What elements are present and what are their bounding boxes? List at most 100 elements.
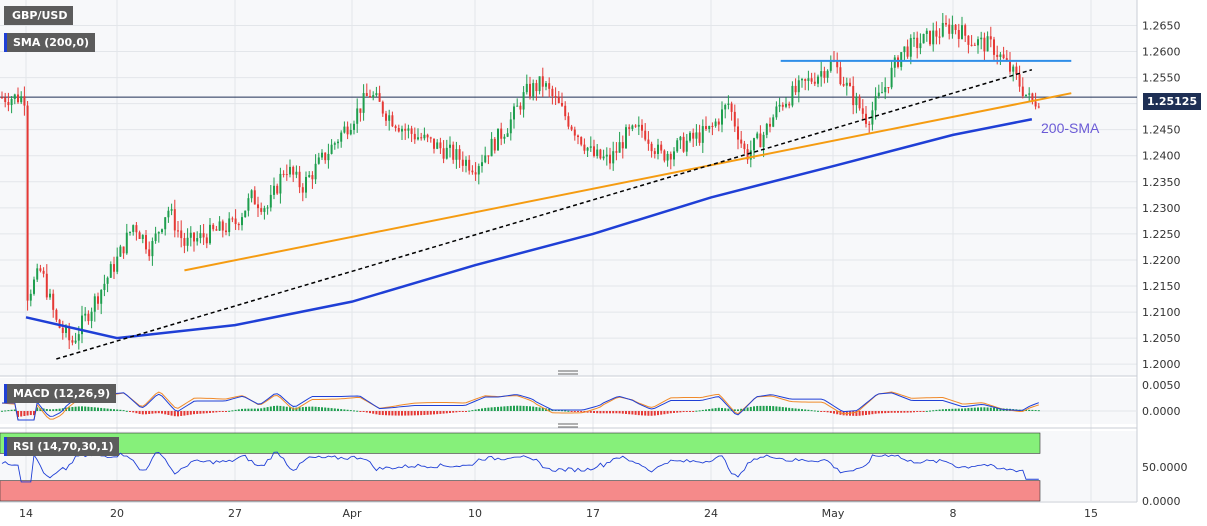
candle-body: [657, 144, 659, 154]
macd-histogram-bar: [618, 411, 621, 414]
macd-histogram-bar: [653, 411, 656, 416]
candle-body: [474, 172, 477, 175]
macd-histogram-bar: [45, 409, 48, 411]
candle-body: [820, 71, 823, 77]
macd-histogram-bar: [391, 411, 394, 416]
macd-histogram-bar: [893, 411, 896, 413]
candle-body: [500, 128, 503, 139]
macd-histogram-bar: [282, 406, 285, 411]
candle-body: [842, 84, 845, 86]
macd-histogram-bar: [989, 407, 992, 411]
candle-body: [490, 138, 493, 157]
candle-body: [948, 24, 951, 34]
macd-histogram-bar: [17, 411, 19, 418]
candle-body: [519, 105, 522, 110]
macd-histogram-bar: [426, 411, 429, 415]
candle-body: [487, 155, 490, 157]
candle-body: [641, 124, 643, 131]
candle-body: [381, 101, 384, 114]
macd-histogram-bar: [1037, 410, 1040, 412]
macd-histogram-bar: [58, 408, 61, 411]
macd-histogram-bar: [487, 407, 490, 411]
price-pane-bg: [0, 0, 1137, 376]
candle-body: [100, 289, 103, 304]
candle-body: [269, 194, 272, 208]
macd-histogram-bar: [810, 410, 813, 412]
macd-histogram-bar: [669, 411, 672, 414]
macd-histogram-bar: [797, 408, 800, 411]
candle-body: [525, 83, 528, 93]
price-grid: [0, 0, 1137, 501]
macd-histogram-bar: [346, 409, 349, 411]
support-trendline: [184, 92, 1072, 272]
macd-histogram-bar: [429, 411, 432, 415]
macd-histogram-bar: [916, 411, 919, 412]
candle-body: [1005, 58, 1008, 61]
candle-body: [378, 93, 381, 102]
candle-body: [113, 264, 115, 272]
candle-body: [327, 153, 330, 161]
time-tick-label: May: [822, 507, 845, 520]
macd-histogram-bar: [378, 411, 381, 415]
rsi-tick-label: 0.0000: [1142, 495, 1181, 508]
candle-body: [17, 94, 19, 103]
candle-body: [535, 83, 538, 92]
macd-histogram-bar: [765, 405, 768, 411]
macd-histogram-bar: [759, 405, 762, 411]
candle-body: [183, 238, 186, 246]
candle-body: [637, 124, 640, 127]
candle-body: [733, 111, 736, 127]
macd-histogram-bar: [388, 411, 391, 416]
macd-histogram-bar: [465, 411, 467, 412]
candle-body: [484, 155, 487, 163]
candle-body: [765, 123, 768, 135]
candle-body: [721, 109, 723, 125]
macd-histogram-bar: [973, 407, 976, 411]
macd-histogram-bar: [449, 411, 451, 413]
macd-histogram-bar: [833, 411, 835, 414]
dashed-trendline: [56, 69, 1033, 360]
macd-histogram-bar: [909, 411, 912, 413]
candle-body: [212, 224, 215, 230]
macd-histogram-bar: [49, 409, 51, 411]
candle-body: [26, 105, 29, 301]
macd-histogram-bar: [717, 407, 720, 411]
macd-histogram-bar: [356, 410, 359, 412]
candle-body: [1031, 93, 1034, 102]
macd-histogram-bar: [289, 407, 291, 411]
macd-histogram-bar: [93, 407, 96, 411]
macd-histogram-bar: [413, 411, 416, 416]
candle-body: [618, 142, 621, 153]
macd-histogram-bar: [535, 407, 538, 411]
macd-histogram-bar: [452, 411, 455, 413]
macd-histogram-bar: [957, 408, 960, 411]
macd-histogram-bar: [788, 407, 791, 411]
time-tick-label: 15: [1084, 507, 1098, 520]
macd-histogram-bar: [890, 411, 893, 413]
macd-histogram-bar: [695, 410, 698, 412]
candle-body: [666, 153, 669, 161]
macd-histogram-bar: [106, 408, 109, 411]
price-tick-label: 1.2650: [1142, 19, 1181, 32]
macd-histogram-bar: [266, 407, 269, 411]
macd-histogram-bar: [842, 411, 845, 416]
macd-histogram-bar: [538, 407, 541, 411]
candle-body: [1018, 74, 1021, 87]
candle-body: [87, 313, 90, 322]
macd-histogram-bar: [676, 411, 679, 413]
macd-histogram-bar: [762, 405, 765, 411]
candle-body: [589, 146, 592, 148]
candle-body: [244, 210, 247, 218]
macd-histogram-bar: [852, 411, 855, 416]
macd-histogram-bar: [343, 409, 346, 411]
candle-body: [250, 190, 253, 199]
macd-histogram-bar: [52, 409, 55, 411]
candle-body: [13, 94, 16, 99]
candle-body: [541, 76, 544, 87]
candle-body: [49, 293, 51, 298]
macd-histogram-bar: [938, 409, 941, 411]
candle-body: [36, 268, 39, 280]
macd-histogram-bar: [407, 411, 410, 416]
candle-body: [609, 154, 611, 164]
candle-body: [529, 83, 531, 97]
